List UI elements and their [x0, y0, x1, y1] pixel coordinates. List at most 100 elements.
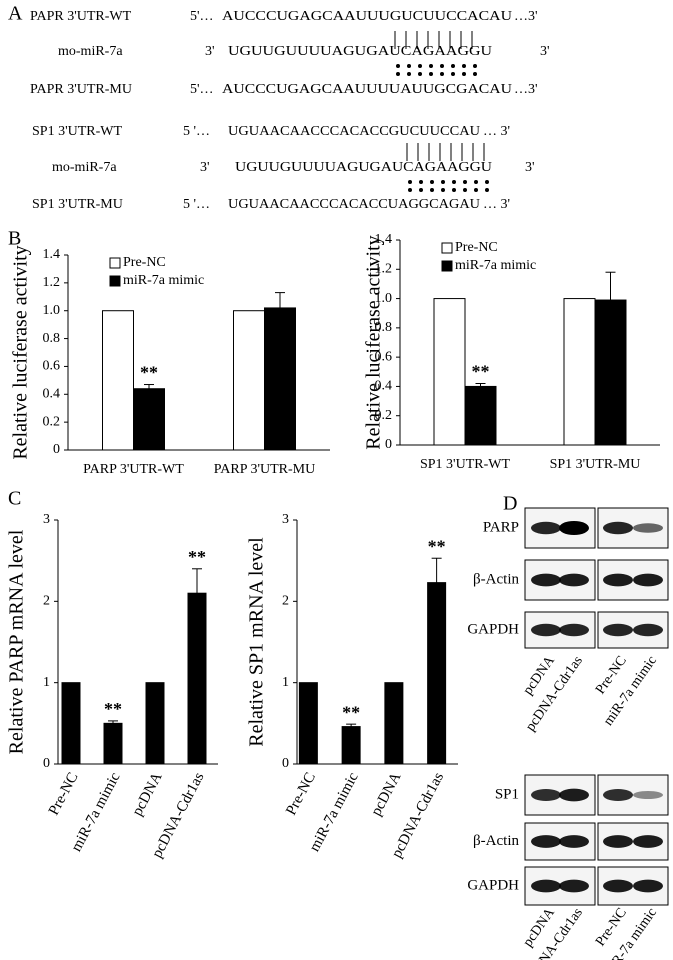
legend-swatch: [109, 275, 121, 287]
mismatch-dot: [440, 64, 444, 68]
bar: [187, 592, 207, 765]
mismatch-dot: [408, 180, 412, 184]
mismatch-dot: [408, 188, 412, 192]
x-tick-label: SP1 3'UTR-MU: [550, 457, 641, 472]
mismatch-dot: [473, 64, 477, 68]
mismatch-dot: [429, 72, 433, 76]
sequence: AUCCCUGAGCAAUUUUAUUGCGACAU: [222, 82, 512, 97]
y-axis-label: Relative SP1 mRNA level: [246, 537, 268, 747]
y-tick-label: 0.8: [375, 320, 393, 335]
sequence-label: SP1 3'UTR-MU: [32, 197, 123, 212]
bar: [264, 307, 296, 451]
legend-label: Pre-NC: [455, 240, 498, 255]
bar: [61, 682, 81, 765]
y-axis-label: Relative luciferase activity: [363, 235, 385, 449]
blot-row-label: β-Actin: [473, 571, 519, 587]
mismatch-dot: [430, 180, 434, 184]
blot-band: [633, 623, 663, 637]
mismatch-dot: [418, 72, 422, 76]
sequence-label: PAPR 3'UTR-MU: [30, 82, 132, 97]
x-tick-label: PARP 3'UTR-MU: [214, 462, 315, 477]
blot-band: [531, 521, 561, 535]
bar: [433, 298, 466, 446]
blot-band: [559, 521, 589, 535]
blot-band: [531, 789, 561, 801]
sequence-end: 5 '…: [183, 197, 210, 212]
bar: [563, 298, 596, 446]
y-tick-label: 3: [282, 512, 289, 527]
mismatch-dot: [462, 64, 466, 68]
y-tick-label: 0.2: [43, 414, 61, 429]
significance-mark: **: [342, 702, 360, 722]
sequence-label: PAPR 3'UTR-WT: [30, 9, 132, 24]
blot-row-label: GAPDH: [467, 621, 519, 637]
bar: [133, 388, 165, 451]
y-tick-label: 2: [282, 594, 289, 609]
panel-label: D: [503, 493, 517, 515]
blot-row-label: β-Actin: [473, 833, 519, 849]
blot-band: [531, 573, 561, 587]
bar: [145, 682, 165, 765]
significance-mark: **: [140, 363, 158, 383]
mismatch-dot: [430, 188, 434, 192]
mismatch-dot: [451, 64, 455, 68]
sequence: UGUUGUUUUAGUGAUCAGAAGGU: [228, 44, 492, 59]
mismatch-dot: [418, 64, 422, 68]
bar: [103, 722, 123, 765]
x-tick-label: PARP 3'UTR-WT: [83, 462, 184, 477]
mismatch-dot: [407, 64, 411, 68]
mismatch-dot: [440, 72, 444, 76]
mismatch-dot: [396, 72, 400, 76]
y-tick-label: 0: [385, 437, 392, 452]
y-tick-label: 1.2: [375, 262, 393, 277]
blot-band: [531, 879, 561, 893]
x-tick-label: Pre-NC: [46, 770, 82, 818]
y-tick-label: 0.2: [375, 408, 393, 423]
y-tick-label: 1.0: [375, 291, 393, 306]
significance-mark: **: [472, 362, 490, 382]
mismatch-dot: [429, 64, 433, 68]
y-tick-label: 0.8: [43, 331, 61, 346]
blot-row-label: GAPDH: [467, 877, 519, 893]
legend-label: miR-7a mimic: [455, 258, 536, 273]
mismatch-dot: [474, 180, 478, 184]
y-tick-label: 3: [43, 512, 50, 527]
blot-band: [633, 791, 663, 799]
panel-label: B: [8, 228, 21, 250]
blot-band: [633, 523, 663, 533]
mismatch-dot: [474, 188, 478, 192]
blot-row-label: PARP: [483, 519, 519, 535]
y-tick-label: 0.6: [43, 359, 61, 374]
blot-band: [633, 573, 663, 587]
significance-mark: **: [104, 699, 122, 719]
x-tick-label: pcDNA: [368, 770, 404, 819]
y-tick-label: 0.4: [43, 387, 61, 402]
blot-band: [603, 879, 633, 893]
x-tick-label: Pre-NC: [283, 770, 319, 818]
blot-band: [603, 623, 633, 637]
mismatch-dot: [485, 188, 489, 192]
bar: [464, 385, 497, 446]
blot-row-label: SP1: [495, 786, 519, 802]
bar: [384, 682, 404, 765]
y-tick-label: 1.4: [43, 247, 61, 262]
mismatch-dot: [441, 180, 445, 184]
y-tick-label: 2: [43, 594, 50, 609]
bar: [594, 299, 627, 446]
legend-label: Pre-NC: [123, 255, 166, 270]
sequence-end: … 3': [483, 197, 510, 212]
significance-mark: **: [428, 536, 446, 556]
blot-band: [603, 521, 633, 535]
y-axis-label: Relative PARP mRNA level: [6, 529, 28, 754]
mismatch-dot: [396, 64, 400, 68]
sequence-end: …3': [514, 9, 538, 24]
bar: [427, 582, 447, 765]
sequence: UGUAACAACCCACACCUAGGCAGAU: [228, 197, 480, 212]
blot-band: [603, 573, 633, 587]
bar: [102, 310, 134, 451]
sequence-end: 5'…: [190, 9, 214, 24]
y-tick-label: 1.4: [375, 232, 393, 247]
panel-label: C: [8, 488, 21, 510]
sequence: UGUAACAACCCACACCGUCUUCCAU: [228, 124, 480, 139]
